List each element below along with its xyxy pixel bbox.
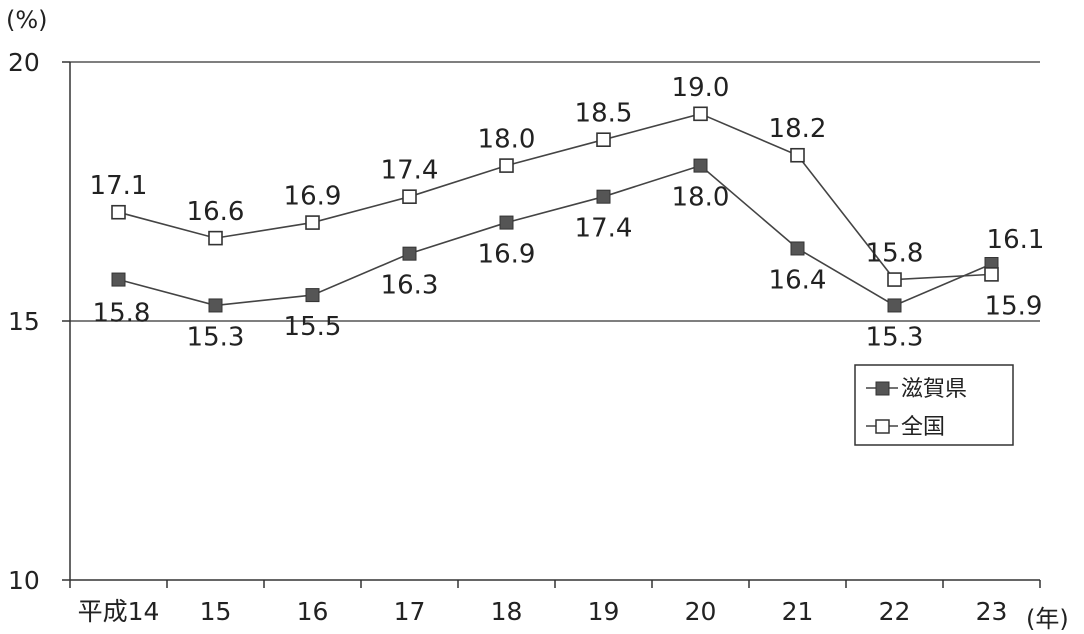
legend-label-shiga: 滋賀県 — [901, 377, 967, 402]
legend-marker-shiga — [875, 381, 890, 396]
series-line-shiga — [118, 164, 992, 307]
data-point-shiga — [499, 215, 514, 230]
data-point-national — [111, 204, 126, 220]
data-label-shiga: 18.0 — [672, 183, 730, 213]
y-axis-unit-label: (%) — [6, 6, 48, 34]
data-label-shiga: 16.9 — [478, 240, 536, 270]
data-label-national: 17.4 — [381, 156, 439, 186]
data-point-shiga — [596, 189, 611, 204]
x-tick-label: 20 — [685, 597, 717, 626]
y-tick-label: 20 — [8, 48, 40, 77]
data-point-shiga — [693, 158, 708, 173]
data-label-national: 15.9 — [985, 291, 1043, 321]
x-tick-label: 23 — [976, 597, 1008, 626]
data-point-shiga — [402, 246, 417, 261]
data-label-national: 18.0 — [478, 125, 536, 155]
data-point-shiga — [208, 298, 223, 313]
data-point-shiga — [887, 298, 902, 313]
data-label-national: 15.8 — [866, 239, 924, 269]
x-tick-labels: 平成14 15 16 17 18 19 20 21 22 23 — [78, 597, 1008, 626]
data-point-national — [499, 158, 514, 173]
data-point-national — [208, 230, 223, 246]
data-point-shiga — [790, 241, 805, 256]
series-line-national — [118, 112, 992, 281]
x-tick-label: 19 — [588, 597, 620, 626]
data-point-national — [305, 215, 320, 230]
series-lines — [111, 106, 999, 313]
gridlines — [70, 61, 1040, 322]
data-label-national: 18.2 — [769, 114, 827, 144]
y-tick-labels: 20 15 10 — [8, 48, 40, 595]
data-point-national — [402, 189, 417, 204]
data-label-national: 19.0 — [672, 73, 730, 103]
legend-marker-national — [875, 419, 890, 434]
data-point-national — [790, 147, 805, 163]
data-point-national — [596, 132, 611, 147]
data-label-national: 17.1 — [90, 171, 148, 201]
x-tick-label: 平成14 — [78, 597, 160, 626]
data-label-shiga: 16.3 — [381, 271, 439, 301]
data-point-national — [984, 267, 999, 282]
y-tick-label: 10 — [8, 566, 40, 595]
data-label-shiga: 15.8 — [93, 299, 151, 329]
axes — [62, 61, 1041, 588]
legend-label-national: 全国 — [901, 415, 945, 440]
x-tick-label: 18 — [491, 597, 523, 626]
y-tick-label: 15 — [8, 307, 40, 336]
data-label-shiga: 16.1 — [987, 225, 1045, 255]
data-label-shiga: 17.4 — [575, 214, 633, 244]
data-labels: 15.8 15.3 15.5 16.3 16.9 17.4 18.0 16.4 15.3 16.1… — [90, 73, 1045, 353]
data-label-national: 18.5 — [575, 99, 633, 129]
data-label-national: 16.9 — [284, 182, 342, 212]
data-point-shiga — [305, 288, 320, 303]
x-tick-label: 15 — [200, 597, 232, 626]
data-point-shiga — [111, 272, 126, 287]
data-label-shiga: 15.3 — [187, 322, 245, 352]
data-label-shiga: 16.4 — [769, 265, 827, 295]
data-point-national — [693, 106, 708, 122]
legend: 滋賀県 全国 — [854, 364, 1014, 446]
data-label-national: 16.6 — [187, 197, 245, 227]
x-tick-label: 17 — [394, 597, 426, 626]
x-tick-label: 22 — [879, 597, 911, 626]
data-label-shiga: 15.3 — [866, 322, 924, 352]
data-label-shiga: 15.5 — [284, 312, 342, 342]
x-tick-label: 16 — [297, 597, 329, 626]
x-axis-unit-label: (年) — [1026, 605, 1069, 633]
data-point-national — [887, 272, 902, 287]
x-tick-label: 21 — [782, 597, 814, 626]
